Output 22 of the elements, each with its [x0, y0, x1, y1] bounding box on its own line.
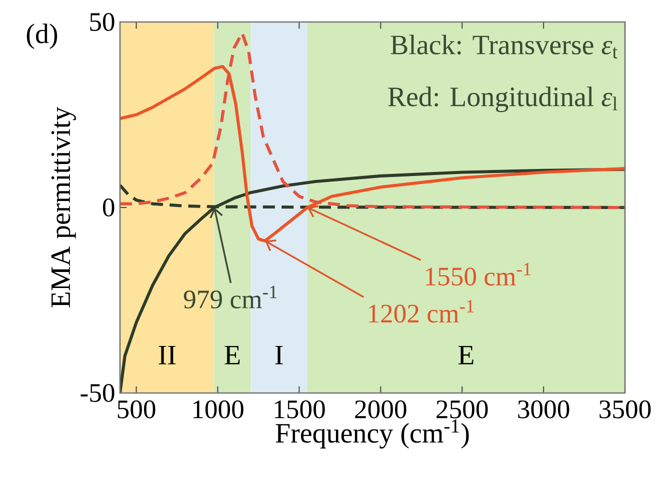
y-tick-label: 0 [102, 198, 114, 216]
annotation: 1550 cm$^{-1}$ [426, 262, 531, 286]
x-tick-label: 3000 [518, 400, 570, 418]
x-tick-label: 1500 [274, 400, 325, 418]
band-label: II [158, 346, 176, 364]
x-tick-label: 1000 [193, 400, 244, 418]
band-label: I [275, 346, 283, 364]
annotation: 1202 cm$^{-1}$ [369, 300, 474, 323]
annotation: Black: Transverse ε$_{t}$ [390, 34, 618, 58]
band-label: E [458, 346, 474, 364]
y-axis-title: EMA permittivity [51, 106, 76, 308]
x-axis-title: Frequency (cm$^{-1}$) [276, 420, 469, 449]
annotation: 979 cm$^{-1}$ [184, 286, 277, 308]
x-tick-label: 3500 [600, 400, 651, 418]
text: (d) [26, 24, 58, 49]
x-tick-label: 500 [118, 400, 156, 418]
x-tick-label: 2500 [436, 400, 488, 418]
band-label: E [224, 346, 240, 364]
annotation: Red: Longitudinal ε$_{l}$ [388, 86, 618, 112]
y-tick-label: -50 [80, 384, 114, 402]
x-tick-label: 2000 [355, 400, 406, 418]
y-tick-label: 50 [90, 13, 114, 31]
